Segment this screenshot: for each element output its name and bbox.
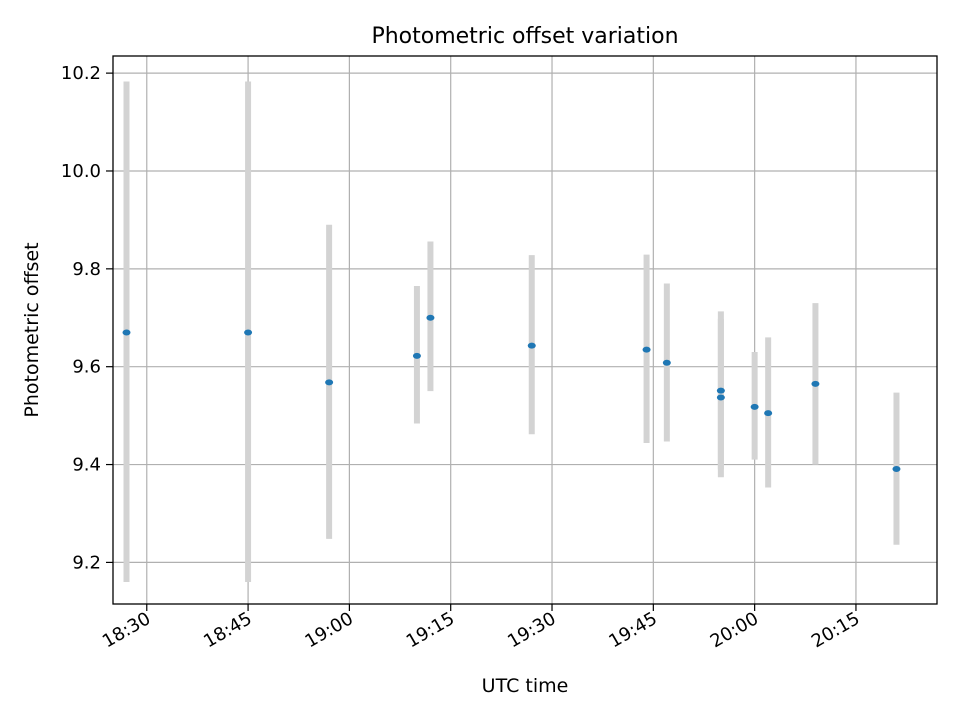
data-point xyxy=(642,346,651,353)
y-tick-label: 10.0 xyxy=(61,161,101,182)
x-axis-label: UTC time xyxy=(482,675,569,697)
data-point xyxy=(426,314,435,321)
data-point xyxy=(662,359,671,366)
y-tick-label: 9.6 xyxy=(72,357,101,378)
data-points xyxy=(122,314,901,472)
y-axis: 9.2 9.4 9.6 9.8 10.0 10.2 xyxy=(61,63,113,573)
y-tick-label: 9.8 xyxy=(72,259,101,280)
data-point xyxy=(325,379,334,386)
y-tick-label: 9.2 xyxy=(72,552,101,573)
data-point xyxy=(892,465,901,472)
data-point xyxy=(811,380,820,387)
data-point xyxy=(122,329,131,336)
y-tick-label: 10.2 xyxy=(61,63,101,84)
data-point xyxy=(412,352,421,359)
y-tick-label: 9.4 xyxy=(72,455,101,476)
data-point xyxy=(716,394,725,401)
data-point xyxy=(716,387,725,394)
data-point xyxy=(750,403,759,410)
data-point xyxy=(527,342,536,349)
chart-title: Photometric offset variation xyxy=(371,24,678,49)
plot-frame xyxy=(112,55,938,605)
y-axis-label: Photometric offset xyxy=(21,242,43,417)
data-point xyxy=(244,329,253,336)
data-point xyxy=(764,410,773,417)
